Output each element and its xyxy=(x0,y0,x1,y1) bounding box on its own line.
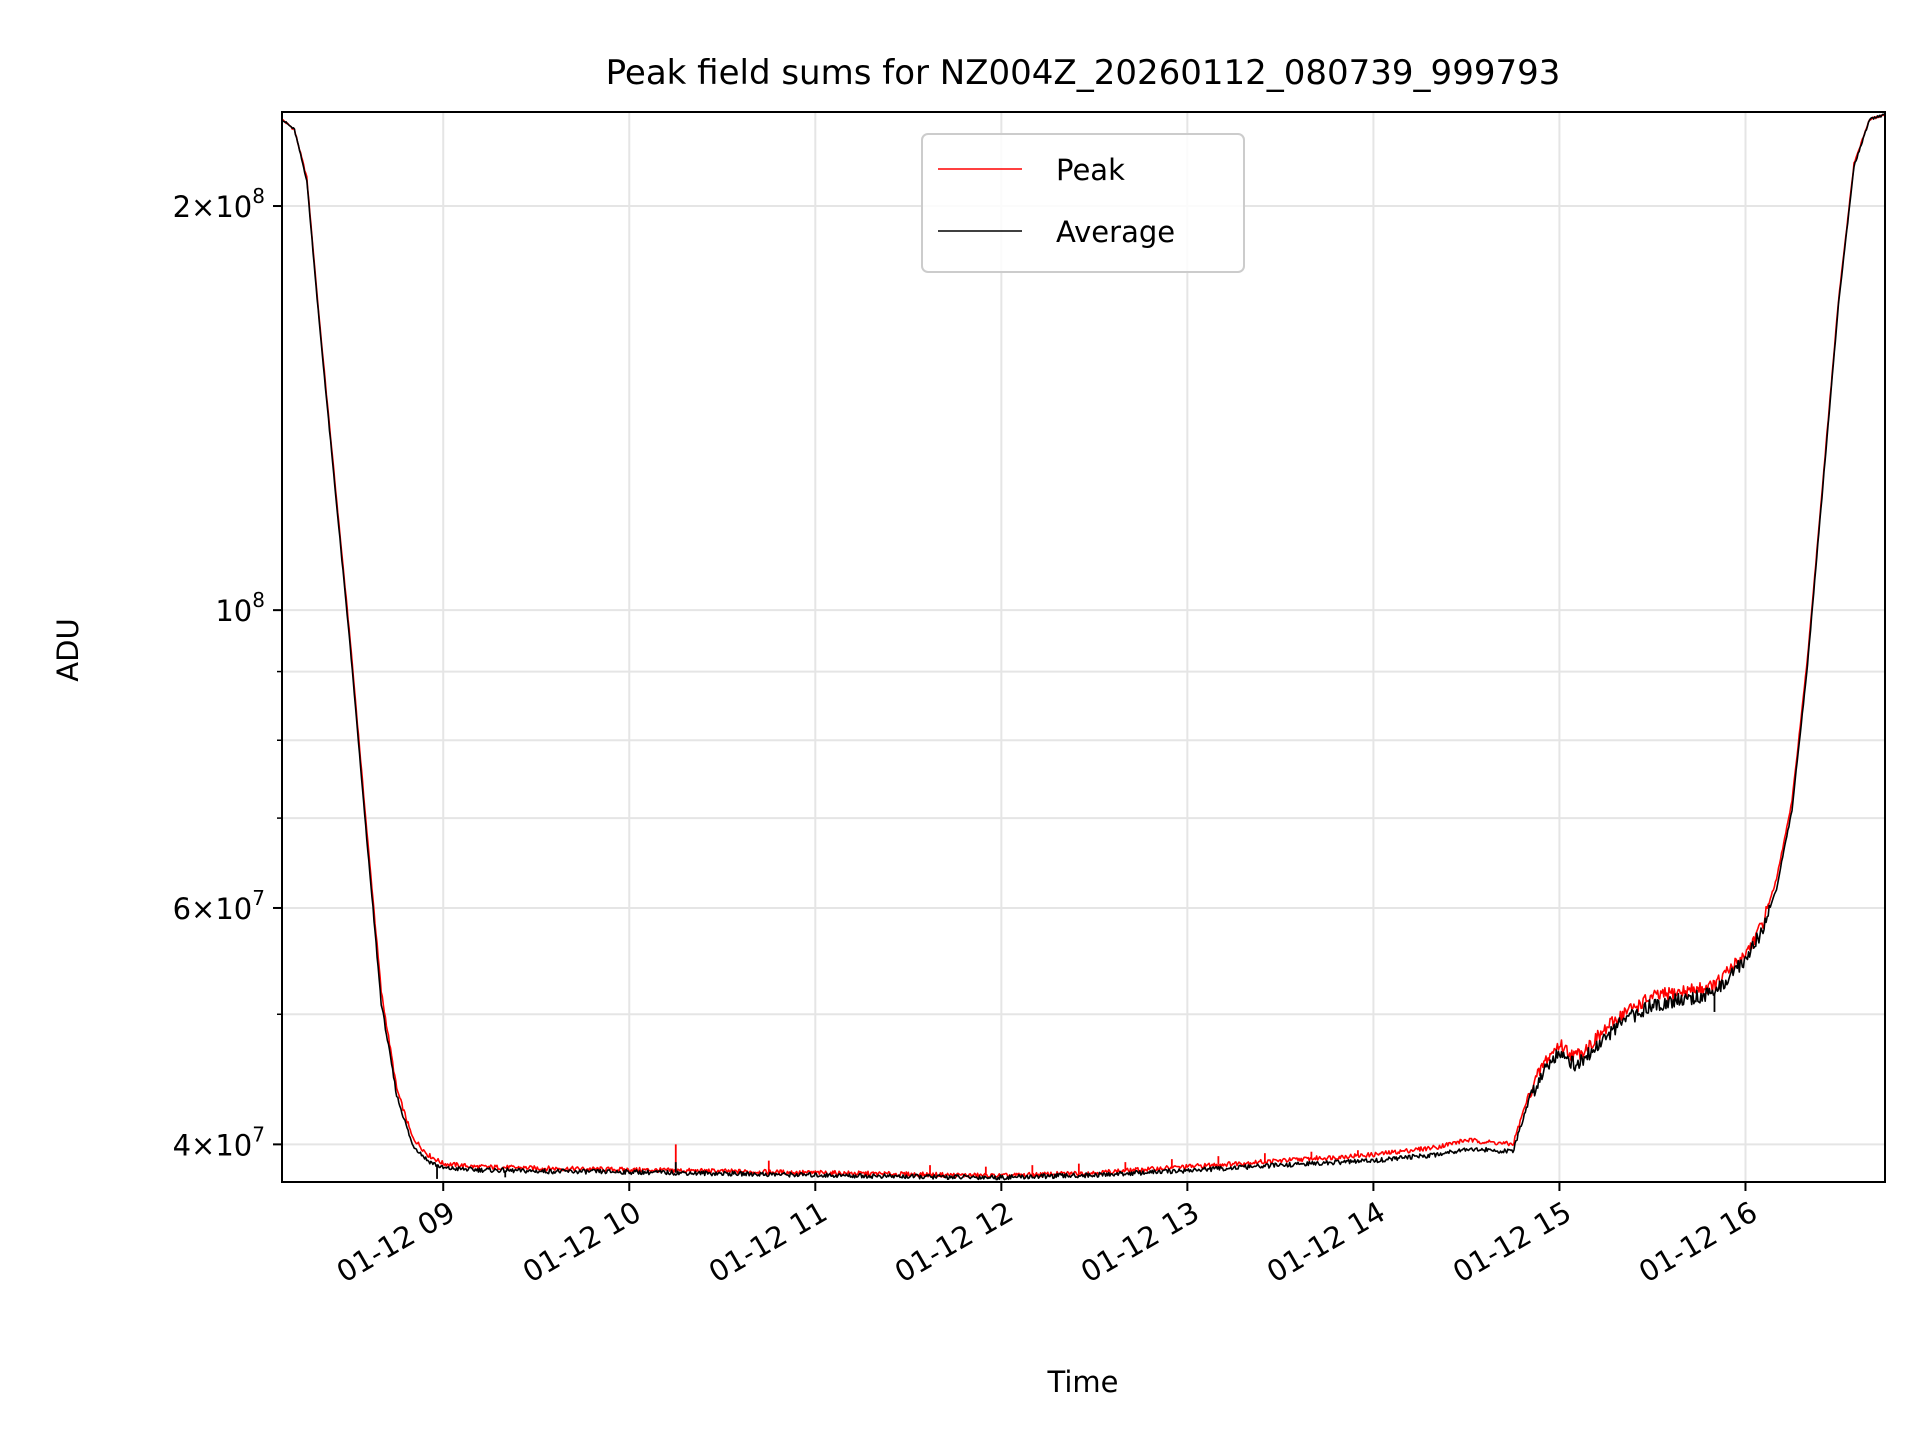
series-layer xyxy=(282,113,1885,1181)
plot-frame xyxy=(281,111,1886,1183)
chart-title: Peak field sums for NZ004Z_20260112_0807… xyxy=(606,53,1561,93)
y-axis-label: ADU xyxy=(51,618,85,681)
grid xyxy=(282,112,1885,1182)
legend-label-peak: Peak xyxy=(1056,153,1125,187)
y-tick-label: 6×107 xyxy=(173,886,265,926)
legend-label-average: Average xyxy=(1056,215,1175,249)
y-tick-label: 4×107 xyxy=(173,1122,265,1162)
x-axis-label: Time xyxy=(1047,1365,1119,1399)
series-line-average xyxy=(282,113,1885,1181)
y-tick-label: 2×108 xyxy=(173,184,265,224)
legend: Peak Average xyxy=(921,133,1245,273)
